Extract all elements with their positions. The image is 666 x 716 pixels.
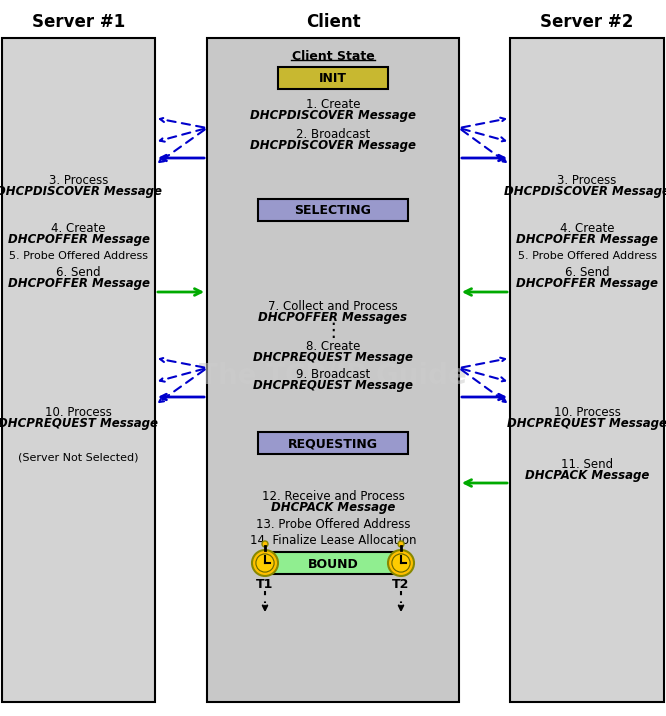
Text: 4. Create: 4. Create xyxy=(51,221,106,235)
Text: Client: Client xyxy=(306,13,360,31)
Text: 13. Probe Offered Address: 13. Probe Offered Address xyxy=(256,518,410,531)
Text: DHCPOFFER Message: DHCPOFFER Message xyxy=(7,233,149,246)
Text: DHCPOFFER Message: DHCPOFFER Message xyxy=(516,233,658,246)
Text: 14. Finalize Lease Allocation: 14. Finalize Lease Allocation xyxy=(250,535,416,548)
Text: 10. Process: 10. Process xyxy=(45,407,112,420)
Text: 6. Send: 6. Send xyxy=(565,266,609,279)
Bar xyxy=(273,552,393,574)
Text: DHCPACK Message: DHCPACK Message xyxy=(271,501,395,515)
Text: ⋮: ⋮ xyxy=(323,321,343,341)
Text: 5. Probe Offered Address: 5. Probe Offered Address xyxy=(517,251,657,261)
Text: 7. Collect and Process: 7. Collect and Process xyxy=(268,299,398,312)
Text: Client State: Client State xyxy=(292,49,374,62)
Circle shape xyxy=(256,554,274,572)
Text: DHCPDISCOVER Message: DHCPDISCOVER Message xyxy=(504,185,666,198)
Text: DHCPREQUEST Message: DHCPREQUEST Message xyxy=(507,417,666,430)
Text: DHCPOFFER Message: DHCPOFFER Message xyxy=(7,276,149,289)
Bar xyxy=(510,38,664,702)
Text: 8. Create: 8. Create xyxy=(306,341,360,354)
Text: 12. Receive and Process: 12. Receive and Process xyxy=(262,490,404,503)
Circle shape xyxy=(252,550,278,576)
Text: T2: T2 xyxy=(392,578,410,591)
Circle shape xyxy=(262,541,268,547)
Circle shape xyxy=(388,550,414,576)
Text: DHCPDISCOVER Message: DHCPDISCOVER Message xyxy=(250,110,416,122)
Text: Server #1: Server #1 xyxy=(32,13,125,31)
Circle shape xyxy=(398,541,404,547)
Text: DHCPACK Message: DHCPACK Message xyxy=(525,470,649,483)
Text: (Server Not Selected): (Server Not Selected) xyxy=(18,453,139,463)
Text: 6. Send: 6. Send xyxy=(56,266,101,279)
Text: 2. Broadcast: 2. Broadcast xyxy=(296,127,370,140)
Bar xyxy=(207,38,459,702)
Text: SELECTING: SELECTING xyxy=(294,205,372,218)
Text: DHCPOFFER Messages: DHCPOFFER Messages xyxy=(258,311,408,324)
Text: DHCPREQUEST Message: DHCPREQUEST Message xyxy=(253,379,413,392)
Circle shape xyxy=(392,554,410,572)
Text: DHCPOFFER Message: DHCPOFFER Message xyxy=(516,276,658,289)
Text: INIT: INIT xyxy=(319,72,347,85)
Text: 3. Process: 3. Process xyxy=(557,173,617,186)
Text: DHCPDISCOVER Message: DHCPDISCOVER Message xyxy=(250,138,416,152)
Text: 5. Probe Offered Address: 5. Probe Offered Address xyxy=(9,251,148,261)
Text: DHCPREQUEST Message: DHCPREQUEST Message xyxy=(253,352,413,364)
Text: 9. Broadcast: 9. Broadcast xyxy=(296,367,370,380)
Text: DHCPREQUEST Message: DHCPREQUEST Message xyxy=(0,417,159,430)
Text: BOUND: BOUND xyxy=(308,558,358,571)
Text: REQUESTING: REQUESTING xyxy=(288,437,378,450)
Bar xyxy=(2,38,155,702)
Text: 4. Create: 4. Create xyxy=(559,221,614,235)
Text: 3. Process: 3. Process xyxy=(49,173,108,186)
Text: 11. Send: 11. Send xyxy=(561,458,613,472)
Text: T1: T1 xyxy=(256,578,274,591)
Bar xyxy=(258,199,408,221)
Text: Server #2: Server #2 xyxy=(540,13,633,31)
Text: 1. Create: 1. Create xyxy=(306,99,360,112)
Text: The TCP/IP Guide: The TCP/IP Guide xyxy=(199,361,467,389)
Text: DHCPDISCOVER Message: DHCPDISCOVER Message xyxy=(0,185,161,198)
Text: 10. Process: 10. Process xyxy=(553,407,621,420)
Bar xyxy=(258,432,408,454)
Bar xyxy=(278,67,388,89)
